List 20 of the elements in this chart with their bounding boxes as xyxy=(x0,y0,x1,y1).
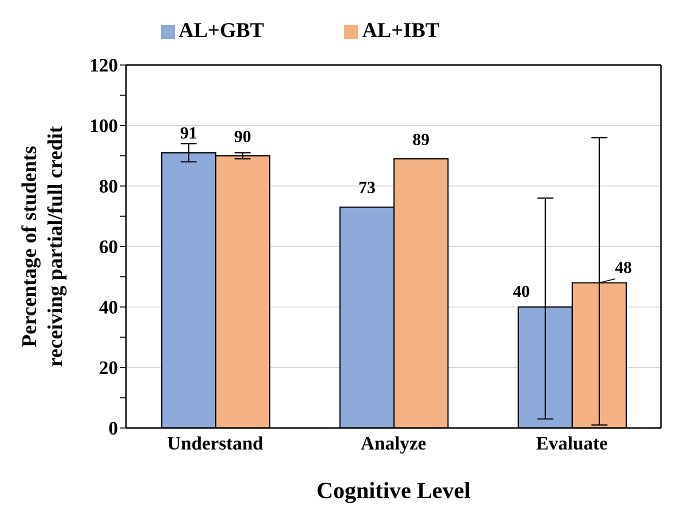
data-label: 91 xyxy=(180,124,198,143)
x-tick-label: Analyze xyxy=(360,433,426,454)
y-tick-label: 120 xyxy=(90,56,118,77)
x-tick-label: Evaluate xyxy=(536,433,608,454)
y-tick-label: 0 xyxy=(108,418,118,440)
x-axis-title: Cognitive Level xyxy=(316,478,470,504)
y-axis-title: Percentage of students receiving partial/full credit xyxy=(17,126,67,367)
y-tick-label: 40 xyxy=(99,298,118,319)
data-label: 89 xyxy=(412,130,430,149)
y-tick-label: 100 xyxy=(90,116,118,138)
legend-label: AL+IBT xyxy=(362,18,440,42)
legend-label: AL+GBT xyxy=(178,18,264,42)
y-tick-label: 60 xyxy=(99,237,118,258)
x-tick-label: Understand xyxy=(167,433,264,454)
data-label: 90 xyxy=(234,126,252,146)
data-label: 40 xyxy=(512,282,530,301)
data-label: 73 xyxy=(358,178,376,198)
data-label: 48 xyxy=(614,258,632,277)
y-tick-label: 20 xyxy=(99,358,118,380)
y-tick-label: 80 xyxy=(99,176,118,198)
